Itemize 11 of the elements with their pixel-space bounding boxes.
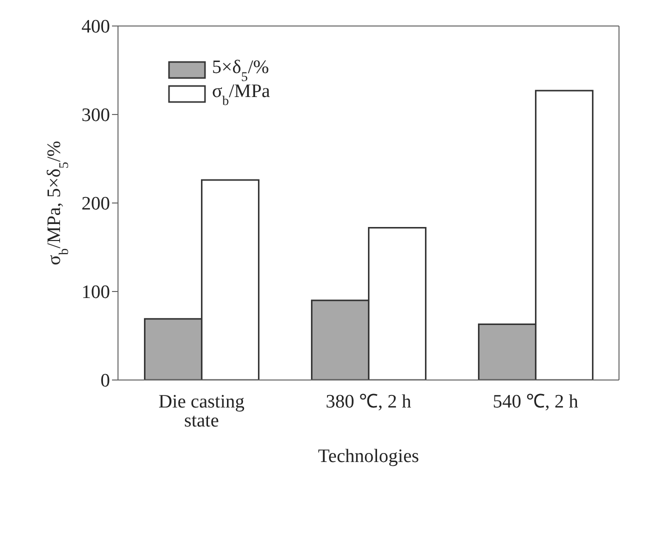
y-tick-label: 200 (82, 194, 110, 215)
y-tick-label: 100 (82, 282, 110, 304)
legend-label: 5×δ$_{5}$/% (212, 57, 270, 84)
y-tick-label: 0 (100, 370, 110, 392)
x-axis-title: Technologies (318, 446, 420, 467)
x-tick-label: 540 ℃, 2 h (492, 391, 579, 412)
x-tick-label: 380 ℃, 2 h (326, 391, 412, 412)
x-tick-label: Die casting state (158, 391, 245, 432)
y-tick-label: 400 (82, 16, 110, 38)
y-tick-label: 300 (82, 105, 110, 126)
legend-label: σ$_{b}$/MPa (212, 81, 271, 108)
